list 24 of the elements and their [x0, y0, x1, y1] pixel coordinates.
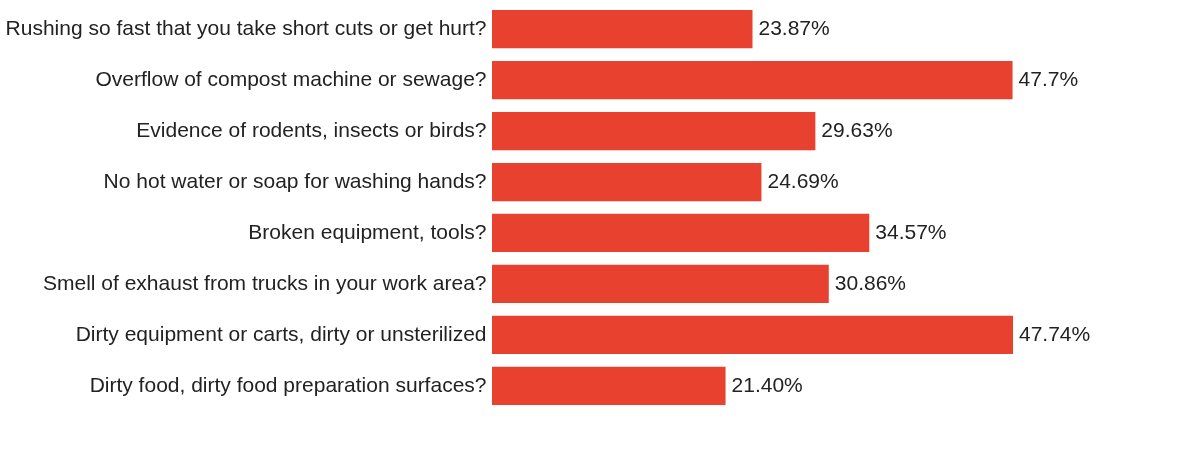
- data-label: 30.86%: [834, 270, 907, 294]
- y-tick-label: Rushing so fast that you take short cuts or get hurt?: [5, 16, 487, 40]
- data-label: 29.63%: [821, 118, 893, 142]
- y-tick-label: Dirty equipment or carts, dirty or unsterilized: [75, 321, 487, 345]
- bar: [492, 315, 1013, 354]
- bar: [492, 264, 829, 304]
- y-tick-label: No hot water or soap for washing hands?: [103, 169, 487, 193]
- data-label: 34.57%: [875, 219, 947, 243]
- bar: [492, 61, 1013, 100]
- bar: [492, 162, 762, 202]
- y-tick-label: Overflow of compost machine or sewage?: [95, 67, 487, 91]
- data-label: 47.74%: [1019, 321, 1091, 345]
- bar: [492, 213, 870, 253]
- data-label: 23.87%: [758, 16, 830, 40]
- data-label: 21.40%: [731, 372, 803, 396]
- y-tick-label: Evidence of rodents, insects or birds?: [136, 118, 487, 142]
- y-tick-label: Dirty food, dirty food preparation surfaces?: [89, 372, 487, 396]
- y-tick-label: Smell of exhaust from trucks in your work area?: [42, 270, 487, 294]
- data-label: 47.7%: [1018, 67, 1079, 91]
- bar: [492, 111, 816, 151]
- bar: [492, 366, 726, 405]
- y-tick-label: Broken equipment, tools?: [248, 219, 487, 243]
- bar: [492, 10, 753, 49]
- data-label: 24.69%: [767, 169, 839, 193]
